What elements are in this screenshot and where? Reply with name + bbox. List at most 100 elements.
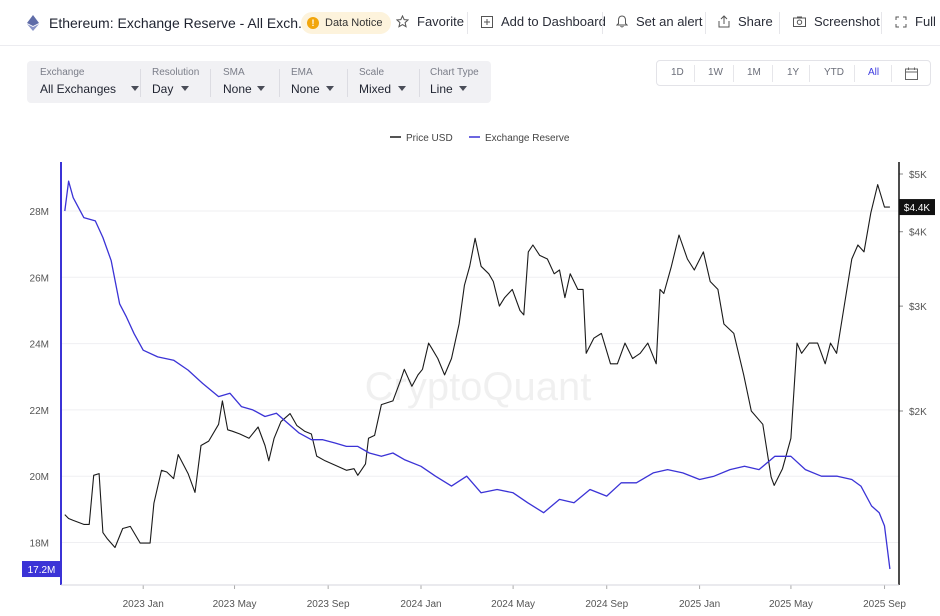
page-title: Ethereum: Exchange Reserve - All Exch...: [49, 15, 310, 31]
ema-label: EMA: [291, 67, 313, 78]
chart-legend: Price USD Exchange Reserve: [390, 133, 570, 144]
sma-value: None: [223, 82, 252, 96]
header-divider: [467, 12, 468, 34]
left-tick-label: 24M: [30, 340, 49, 351]
chevron-down-icon: [326, 86, 334, 91]
chart-type-label: Chart Type: [430, 67, 479, 78]
left-tick-label: 22M: [30, 406, 49, 417]
resolution-dropdown[interactable]: Resolution Day: [152, 61, 207, 103]
range-1m-button[interactable]: 1M: [747, 67, 761, 78]
share-icon: [718, 15, 730, 28]
reserve-last-value-label: 17.2M: [28, 565, 56, 576]
x-axis-ticks: 2023 Jan 2023 May 2023 Sep 2024 Jan 2024 May…: [123, 585, 906, 610]
chart-type-value: Line: [430, 82, 453, 96]
range-all-button[interactable]: All: [868, 67, 880, 78]
header-divider: [705, 12, 706, 34]
share-button[interactable]: Share: [718, 14, 773, 29]
chevron-down-icon: [181, 86, 189, 91]
camera-icon: [793, 16, 806, 27]
filter-divider: [347, 69, 348, 97]
range-selector: 1D 1W 1M 1Y YTD All: [656, 60, 931, 86]
favorite-label: Favorite: [417, 14, 464, 29]
fullscreen-label: Full: [915, 14, 936, 29]
filter-divider: [279, 69, 280, 97]
chevron-down-icon: [131, 86, 139, 91]
exchange-dropdown[interactable]: Exchange All Exchanges: [40, 61, 139, 103]
data-notice-badge[interactable]: ! Data Notice: [301, 12, 392, 34]
legend-reserve-label: Exchange Reserve: [485, 133, 570, 144]
x-tick-label: 2025 Jan: [679, 599, 720, 610]
x-tick-label: 2024 May: [491, 599, 535, 610]
range-ytd-button[interactable]: YTD: [824, 67, 844, 78]
scale-value: Mixed: [359, 82, 392, 96]
ethereum-icon: [27, 15, 39, 31]
warning-icon: !: [307, 17, 319, 29]
range-divider: [733, 65, 734, 82]
range-divider: [809, 65, 810, 82]
bell-icon: [616, 15, 628, 28]
ema-value: None: [291, 82, 320, 96]
add-to-dashboard-button[interactable]: Add to Dashboard: [481, 14, 606, 29]
calendar-icon[interactable]: [905, 67, 918, 80]
price-last-value-label: $4.4K: [904, 203, 930, 214]
x-tick-label: 2025 Sep: [863, 599, 906, 610]
right-tick-label: $5K: [909, 170, 927, 181]
left-axis-ticks: 28M 26M 24M 22M 20M 18M: [30, 207, 49, 550]
fullscreen-icon: [895, 16, 907, 27]
range-1w-button[interactable]: 1W: [708, 67, 723, 78]
left-tick-label: 20M: [30, 472, 49, 483]
chevron-down-icon: [459, 86, 467, 91]
range-1y-button[interactable]: 1Y: [787, 67, 800, 78]
filter-divider: [419, 69, 420, 97]
resolution-label: Resolution: [152, 67, 200, 78]
scale-dropdown[interactable]: Scale Mixed: [359, 61, 414, 103]
chevron-down-icon: [398, 86, 406, 91]
fullscreen-button[interactable]: Full: [895, 14, 936, 29]
last-value-badges: 17.2M $4.4K: [22, 199, 935, 578]
right-tick-label: $2K: [909, 407, 927, 418]
right-tick-label: $4K: [909, 228, 927, 239]
chart-type-dropdown[interactable]: Chart Type Line: [430, 61, 485, 103]
legend-price-label: Price USD: [406, 133, 453, 144]
favorite-button[interactable]: Favorite: [396, 14, 464, 29]
price-last-value-badge: [899, 199, 935, 216]
right-tick-label: $3K: [909, 302, 927, 313]
x-tick-label: 2023 Jan: [123, 599, 164, 610]
range-1d-button[interactable]: 1D: [671, 67, 684, 78]
x-tick-label: 2023 Sep: [307, 599, 350, 610]
resolution-value: Day: [152, 82, 174, 96]
right-axis-ticks: $5K $4K $3K $2K: [899, 170, 927, 418]
left-tick-label: 18M: [30, 539, 49, 550]
header-bar: Ethereum: Exchange Reserve - All Exch...…: [0, 0, 940, 46]
range-divider: [694, 65, 695, 82]
scale-label: Scale: [359, 67, 385, 78]
set-alert-button[interactable]: Set an alert: [616, 14, 703, 29]
dashboard-add-icon: [481, 15, 493, 28]
series-layer: [64, 180, 891, 570]
exchange-reserve-line: [64, 180, 891, 570]
filter-divider: [210, 69, 211, 97]
grid-lines: [61, 210, 899, 543]
header-divider: [779, 12, 780, 34]
add-to-dashboard-label: Add to Dashboard: [501, 14, 606, 29]
left-tick-label: 26M: [30, 273, 49, 284]
range-divider: [772, 65, 773, 82]
share-label: Share: [738, 14, 773, 29]
watermark: CryptoQuant: [365, 365, 592, 409]
x-tick-label: 2023 May: [213, 599, 257, 610]
header-divider: [881, 12, 882, 34]
filter-divider: [140, 69, 141, 97]
star-icon: [396, 15, 409, 28]
sma-dropdown[interactable]: SMA None: [223, 61, 273, 103]
reserve-last-value-badge: [22, 561, 61, 578]
sma-label: SMA: [223, 67, 245, 78]
header-divider: [602, 12, 603, 34]
screenshot-button[interactable]: Screenshot: [793, 14, 880, 29]
price-usd-line: [64, 184, 890, 549]
x-tick-label: 2025 May: [769, 599, 813, 610]
screenshot-label: Screenshot: [814, 14, 880, 29]
ema-dropdown[interactable]: EMA None: [291, 61, 341, 103]
range-divider: [854, 65, 855, 82]
data-notice-label: Data Notice: [325, 17, 383, 29]
x-tick-label: 2024 Sep: [585, 599, 628, 610]
